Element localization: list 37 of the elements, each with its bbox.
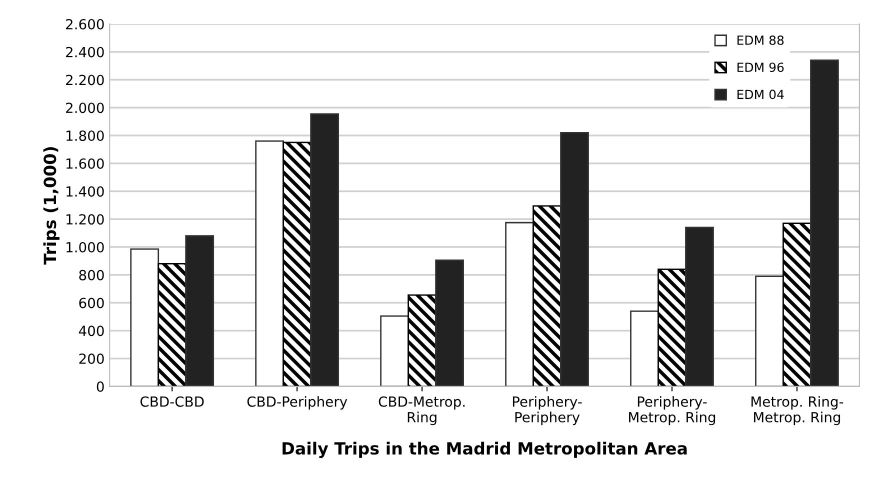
x-axis-title: Daily Trips in the Madrid Metropolitan Area	[282, 442, 687, 458]
legend-label: EDM 96	[738, 62, 784, 72]
y-tick-label: 200	[79, 353, 104, 364]
y-tick-label: 0	[96, 381, 104, 392]
bar	[130, 248, 160, 386]
bar	[380, 315, 410, 386]
x-tick-label: Periphery- Periphery	[512, 396, 582, 426]
bar	[685, 226, 714, 386]
y-tick-label: 800	[79, 270, 104, 280]
bar	[630, 310, 659, 386]
bar	[505, 222, 534, 386]
x-tick-label: CBD-Periphery	[247, 396, 348, 410]
bar	[560, 132, 589, 386]
y-axis-title: Trips (1,000)	[43, 147, 60, 265]
legend-label: EDM 88	[738, 35, 784, 45]
x-tick-label: CBD-CBD	[140, 396, 204, 407]
x-tick-label: Periphery- Metrop. Ring	[629, 396, 716, 426]
y-tick-label: 2.200	[66, 74, 104, 86]
y-tick-label: 1.200	[66, 214, 104, 225]
x-tick-label: Metrop. Ring- Metrop. Ring	[752, 396, 844, 426]
y-tick-label: 2.400	[66, 46, 104, 58]
y-tick-label: 1.800	[66, 130, 104, 141]
bar	[310, 113, 340, 386]
bar	[810, 60, 839, 386]
bar	[755, 276, 784, 386]
x-tick-label: CBD-Metrop. Ring	[378, 396, 465, 426]
y-tick-label: 600	[79, 298, 104, 308]
bar	[255, 140, 284, 386]
y-tick-label: 1.000	[66, 242, 104, 252]
y-tick-label: 2.000	[66, 102, 104, 114]
y-tick-label: 1.600	[66, 158, 104, 169]
bar	[435, 260, 464, 386]
y-tick-label: 400	[78, 326, 104, 336]
y-tick-label: 2.600	[66, 18, 104, 30]
legend-label: EDM 04	[738, 90, 784, 100]
y-tick-label: 1.400	[66, 186, 104, 197]
bar	[185, 235, 214, 386]
